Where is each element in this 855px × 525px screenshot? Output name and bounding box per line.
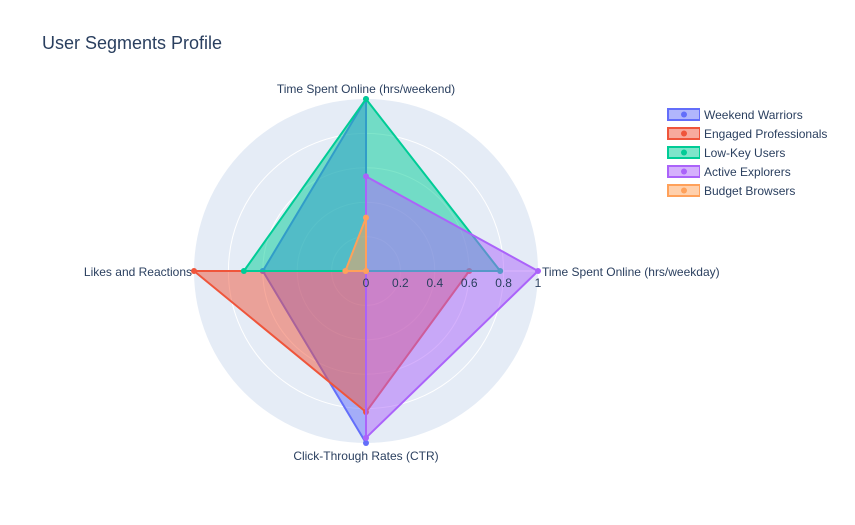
angular-axis-label: Likes and Reactions [84, 265, 192, 279]
series-area[interactable] [344, 216, 367, 272]
legend-item[interactable]: Low-Key Users [666, 143, 827, 162]
legend-item[interactable]: Budget Browsers [666, 181, 827, 200]
data-point[interactable] [363, 434, 369, 441]
legend-label: Active Explorers [704, 164, 791, 179]
data-point[interactable] [363, 214, 369, 221]
legend-swatch [667, 127, 700, 140]
radial-tick-label: 0 [363, 276, 370, 290]
data-point[interactable] [363, 96, 369, 102]
radial-tick-label: 0.4 [426, 276, 443, 290]
data-point[interactable] [363, 268, 369, 274]
angular-axis-label: Time Spent Online (hrs/weekend) [277, 82, 455, 96]
data-point[interactable] [191, 268, 197, 274]
data-point[interactable] [535, 268, 541, 274]
legend-swatch [667, 165, 700, 178]
legend-item[interactable]: Active Explorers [666, 162, 827, 181]
legend-item[interactable]: Engaged Professionals [666, 124, 827, 143]
legend-item[interactable]: Weekend Warriors [666, 105, 827, 124]
radial-tick-label: 0.8 [495, 276, 512, 290]
angular-axis-labels: Time Spent Online (hrs/weekday) Time Spen… [84, 82, 720, 463]
data-point[interactable] [363, 440, 369, 446]
radial-tick-label: 0.2 [392, 276, 409, 290]
angular-axis-label: Click-Through Rates (CTR) [293, 449, 438, 463]
legend-swatch [667, 184, 700, 197]
legend-swatch [667, 146, 700, 159]
data-point[interactable] [363, 173, 369, 180]
series-layer [191, 96, 541, 446]
chart-title: User Segments Profile [42, 33, 223, 53]
legend-label: Engaged Professionals [704, 126, 828, 141]
data-point[interactable] [342, 268, 349, 274]
data-point[interactable] [240, 268, 247, 274]
legend-swatch [667, 108, 700, 121]
legend-label: Budget Browsers [704, 183, 796, 198]
legend-label: Low-Key Users [704, 145, 786, 160]
radial-tick-label: 1 [535, 276, 542, 290]
legend-label: Weekend Warriors [704, 107, 803, 122]
radial-tick-labels: 0 0.2 0.4 0.6 0.8 1 [363, 276, 542, 290]
angular-axis-label: Time Spent Online (hrs/weekday) [542, 265, 720, 279]
legend: Weekend Warriors Engaged Professionals Low… [666, 105, 827, 200]
series-budget-browsers[interactable] [342, 214, 369, 274]
radial-tick-label: 0.6 [461, 276, 478, 290]
